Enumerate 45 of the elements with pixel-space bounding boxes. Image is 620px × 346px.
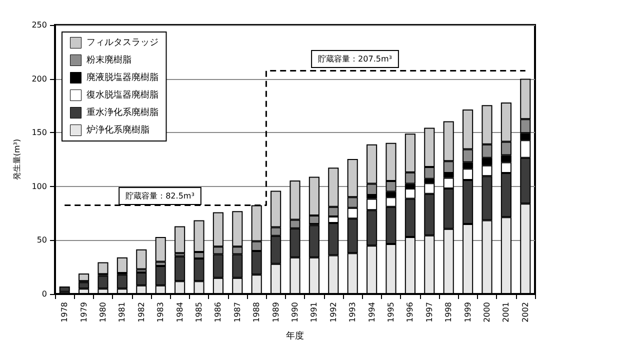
- y-tick-label: 250: [32, 20, 47, 30]
- legend-label: 粉末廃樹脂: [86, 54, 132, 66]
- bar: [174, 226, 186, 254]
- y-axis-title: 発生量(m³): [12, 138, 22, 180]
- x-tick-label: 1988: [252, 302, 262, 322]
- legend-label: 復水脱塩器廃樹脂: [86, 89, 158, 100]
- x-tick-label: 1998: [444, 302, 454, 322]
- x-tick-label: 1993: [348, 302, 358, 322]
- bar: [136, 249, 147, 270]
- x-tick-label: 1990: [290, 302, 300, 322]
- bar: [155, 236, 166, 262]
- annotation: 貯蔵容量：207.5m³: [318, 54, 392, 64]
- x-tick-label: 1994: [367, 302, 376, 322]
- x-tick-label: 1985: [194, 302, 204, 322]
- x-tick-label: 1980: [98, 302, 108, 322]
- x-tick-label: 1995: [386, 302, 396, 322]
- x-tick-label: 2001: [502, 302, 511, 322]
- y-tick-label: 50: [36, 236, 47, 245]
- legend-label: 廃液脱塩器廃樹脂: [86, 72, 158, 83]
- x-tick-label: 1981: [118, 302, 127, 322]
- legend-label: 重水浄化系廃樹脂: [86, 106, 158, 118]
- x-tick-label: 1982: [136, 302, 146, 322]
- annotation: 貯蔵容量：82.5m³: [126, 192, 194, 200]
- x-tick-label: 1979: [79, 302, 88, 322]
- x-tick-label: 1997: [424, 302, 434, 322]
- x-tick-label: 1986: [214, 302, 223, 322]
- x-tick-label: 1991: [310, 302, 319, 322]
- y-tick-label: 100: [32, 182, 47, 191]
- x-tick-label: 1996: [406, 302, 415, 322]
- x-tick-label: 2000: [482, 302, 492, 322]
- legend-label: フィルタスラッジ: [86, 38, 158, 48]
- y-tick-label: 200: [32, 74, 47, 84]
- x-tick-label: 1992: [328, 302, 338, 322]
- x-tick-label: 2002: [520, 302, 530, 322]
- x-axis-title: 年度: [286, 330, 304, 342]
- x-tick-label: 1999: [463, 302, 472, 322]
- bar: [59, 286, 70, 292]
- y-tick-label: 150: [32, 128, 47, 138]
- x-tick-label: 1989: [271, 302, 280, 322]
- y-tick-label: 0: [42, 290, 47, 298]
- x-tick-label: 1984: [175, 302, 184, 322]
- x-tick-label: 1987: [232, 302, 242, 322]
- legend-label: 炉浄化系廃樹脂: [86, 124, 150, 136]
- x-tick-label: 1983: [156, 302, 166, 322]
- x-tick-label: 1978: [60, 302, 70, 322]
